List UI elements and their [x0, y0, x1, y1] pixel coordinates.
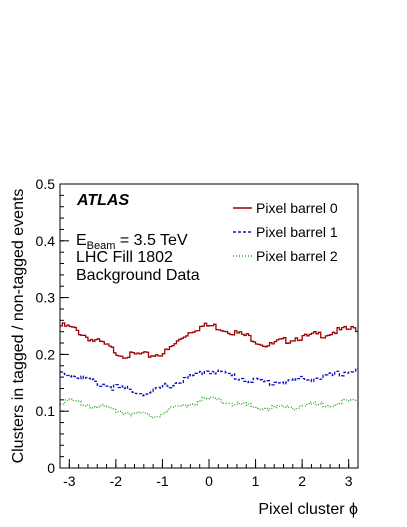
x-tick-label: 3 [345, 473, 353, 489]
legend-entry-label: Pixel barrel 0 [256, 200, 338, 216]
series-layer [60, 322, 358, 419]
x-tick-label: -2 [110, 473, 123, 489]
legend-entry-label: Pixel barrel 2 [256, 248, 338, 264]
series-line-0 [60, 322, 358, 359]
series-line-1 [60, 367, 358, 397]
y-tick-label: 0.2 [36, 346, 56, 362]
annotation-block: ATLAS EBeam = 3.5 TeV LHC Fill 1802 Back… [76, 192, 200, 284]
legend-entry-label: Pixel barrel 1 [256, 224, 338, 240]
y-tick-label: 0.3 [36, 290, 56, 306]
beam-energy-label: EBeam = 3.5 TeV [76, 232, 188, 252]
experiment-label: ATLAS [76, 192, 129, 209]
y-axis-title: Clusters in tagged / non-tagged events [10, 189, 27, 464]
y-tick-label: 0.5 [36, 176, 56, 192]
sample-label: Background Data [76, 267, 200, 284]
series-line-2 [60, 396, 358, 419]
beam-energy-value: = 3.5 TeV [115, 232, 188, 249]
beam-energy-symbol: E [76, 232, 87, 249]
y-tick-label: 0.1 [36, 403, 56, 419]
ticks-layer: -3 -2 -1 0 1 2 3 0 0.1 0.2 0.3 0.4 0.5 [36, 176, 359, 489]
legend: Pixel barrel 0 Pixel barrel 1 Pixel barrel… [233, 200, 338, 264]
x-axis-label: Pixel cluster ϕ [258, 501, 358, 518]
y-tick-label: 0 [47, 460, 55, 476]
x-tick-label: -3 [63, 473, 76, 489]
x-tick-label: -1 [156, 473, 169, 489]
x-tick-label: 1 [252, 473, 260, 489]
fill-label: LHC Fill 1802 [76, 249, 173, 266]
y-axis-label: Clusters in tagged / non-tagged events [10, 189, 27, 464]
beam-energy-subscript: Beam [87, 240, 116, 252]
y-tick-label: 0.4 [36, 233, 56, 249]
x-tick-label: 0 [205, 473, 213, 489]
x-tick-label: 2 [298, 473, 306, 489]
